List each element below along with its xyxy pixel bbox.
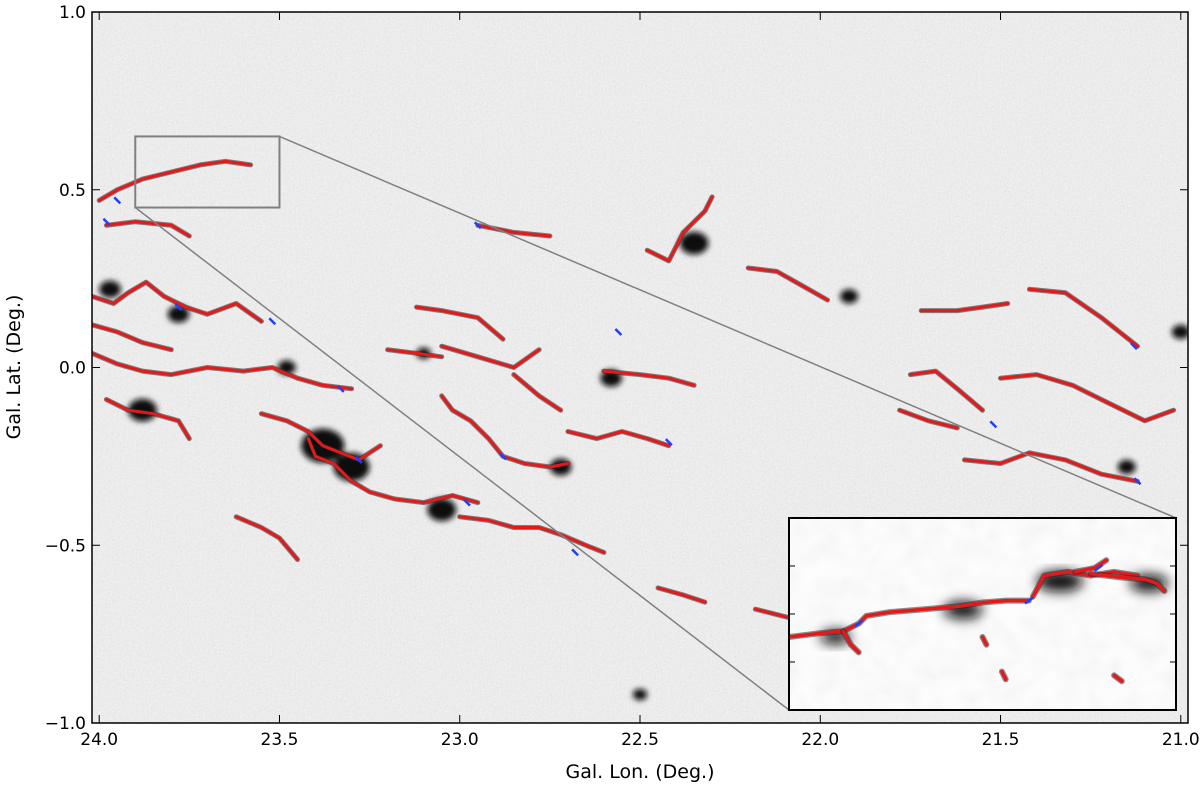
- y-tick-label: 0.5: [59, 181, 86, 201]
- x-axis-label: Gal. Lon. (Deg.): [566, 761, 715, 783]
- junction: [354, 456, 363, 464]
- filament: [97, 159, 253, 202]
- filament: [999, 373, 1176, 423]
- junction: [614, 328, 623, 336]
- filament: [92, 351, 354, 391]
- clump: [632, 688, 648, 701]
- inset-junction: [853, 619, 864, 628]
- filament: [512, 373, 563, 412]
- junction: [1133, 477, 1142, 486]
- clump: [679, 231, 709, 255]
- y-tick-label: −0.5: [45, 536, 86, 556]
- junction: [989, 420, 998, 429]
- junction: [463, 498, 471, 507]
- junction-layer: [102, 196, 1142, 557]
- inset-filament: [1073, 558, 1109, 574]
- junction: [1130, 342, 1138, 351]
- inset-filament: [1112, 673, 1124, 683]
- inset-filament: [1000, 669, 1008, 682]
- filament: [440, 394, 570, 469]
- junction: [473, 221, 482, 230]
- y-axis: 1.0 0.5 0.0 −0.5 −1.0: [45, 3, 1188, 734]
- filament: [104, 398, 191, 441]
- inset-filament-layer: [789, 557, 1168, 685]
- clump: [1117, 459, 1136, 475]
- inset-junction: [1093, 563, 1104, 572]
- zoom-inset: [788, 517, 1177, 711]
- clump: [99, 280, 121, 298]
- filament-layer: [92, 158, 1177, 637]
- filament: [898, 408, 959, 430]
- inset-filament: [841, 629, 861, 655]
- filament: [306, 437, 480, 505]
- filament: [386, 348, 444, 359]
- inset-filament: [1089, 571, 1167, 593]
- filament: [919, 302, 1010, 313]
- junction: [336, 384, 345, 393]
- x-tick-label: 23.5: [261, 730, 299, 750]
- filament: [234, 515, 299, 561]
- filament: [440, 344, 541, 369]
- junction: [174, 303, 183, 311]
- filament: [645, 195, 714, 263]
- inset-image: [789, 518, 1176, 710]
- inset-filament: [789, 598, 1031, 639]
- x-tick-label: 23.0: [441, 730, 479, 750]
- clump: [1171, 324, 1188, 340]
- zoom-connector-line: [134, 206, 790, 711]
- junction: [102, 217, 111, 226]
- y-axis-label: Gal. Lat. (Deg.): [3, 295, 25, 440]
- filament: [908, 369, 984, 412]
- clump: [840, 289, 859, 304]
- map-image: [92, 12, 1188, 723]
- inset-ticks: [789, 565, 1176, 663]
- x-tick-label: 22.0: [801, 730, 839, 750]
- filament: [566, 430, 671, 448]
- clump: [167, 305, 190, 323]
- junction: [664, 438, 673, 447]
- junction: [268, 317, 277, 326]
- junction: [499, 452, 507, 461]
- x-tick-label: 21.5: [982, 730, 1020, 750]
- filament: [963, 451, 1139, 483]
- x-axis: 24.0 23.5 23.0 22.5 22.0 21.5 21.0: [80, 12, 1200, 750]
- filament: [746, 266, 829, 302]
- zoom-region-box: [134, 135, 281, 209]
- inset-junction-layer: [853, 563, 1104, 628]
- x-tick-label: 24.0: [80, 730, 118, 750]
- x-tick-label: 22.5: [621, 730, 659, 750]
- filament: [415, 305, 505, 341]
- y-tick-label: −1.0: [45, 714, 86, 734]
- y-tick-label: 1.0: [59, 3, 86, 23]
- filament: [476, 223, 552, 238]
- junction: [571, 548, 579, 557]
- inset-filament: [980, 635, 989, 647]
- filament: [1027, 287, 1139, 348]
- inset-junction: [1024, 596, 1034, 605]
- zoom-connector-line: [279, 135, 1177, 519]
- filament: [92, 323, 173, 352]
- filament: [104, 220, 191, 238]
- x-tick-label: 21.0: [1162, 730, 1200, 750]
- filament: [656, 586, 707, 604]
- filament: [602, 369, 696, 387]
- filament: [92, 280, 263, 323]
- y-tick-label: 0.0: [59, 359, 86, 379]
- clump: [427, 498, 457, 522]
- inset-texture: [789, 518, 1176, 710]
- junction: [113, 196, 122, 205]
- filament: [458, 515, 606, 554]
